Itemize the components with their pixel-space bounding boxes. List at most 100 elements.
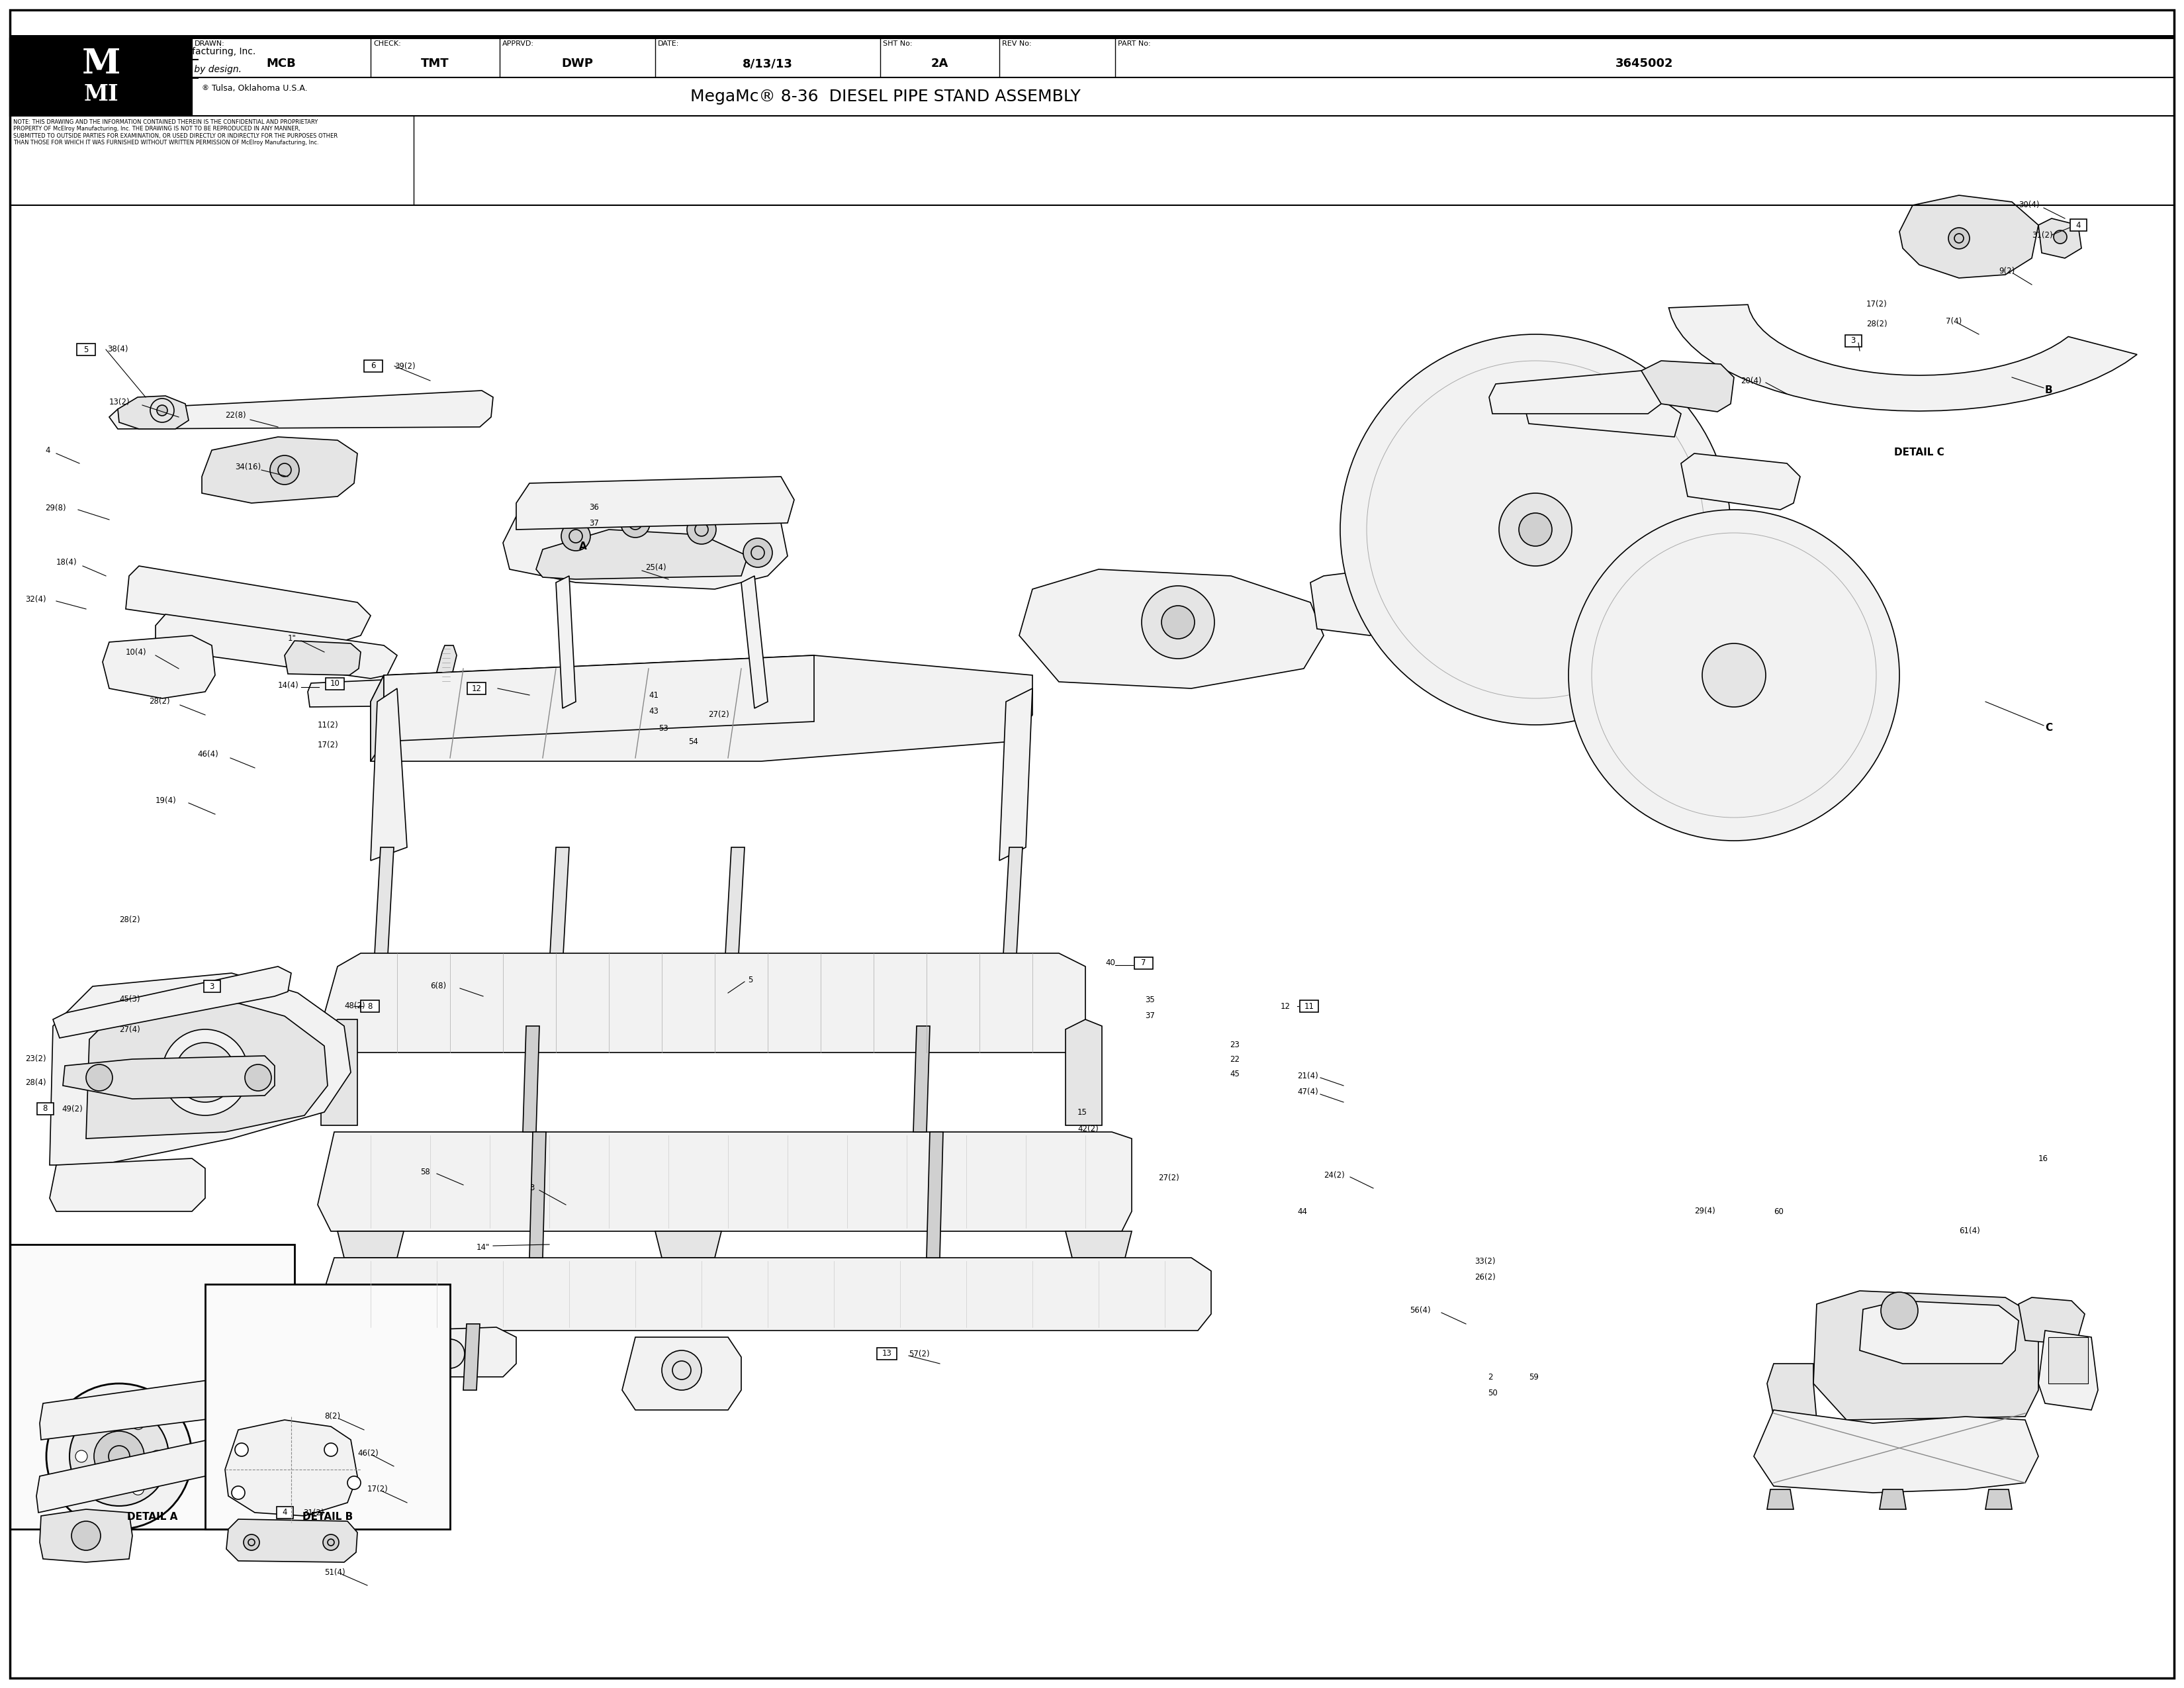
Circle shape (175, 1043, 236, 1102)
Polygon shape (155, 614, 397, 679)
Text: C: C (2044, 722, 2053, 733)
Circle shape (76, 1450, 87, 1462)
Bar (11, 39, 192, 116)
Text: REV No:: REV No: (1002, 41, 1031, 47)
Text: DETAIL B: DETAIL B (301, 1512, 354, 1523)
Polygon shape (1489, 371, 1662, 414)
Text: 37: 37 (590, 518, 598, 527)
Polygon shape (1376, 544, 1470, 603)
Text: NOTE: THIS DRAWING AND THE INFORMATION CONTAINED THEREIN IS THE CONFIDENTIAL AND: NOTE: THIS DRAWING AND THE INFORMATION C… (13, 120, 339, 145)
Circle shape (162, 1030, 249, 1116)
Text: 7: 7 (1140, 959, 1147, 967)
Text: 12: 12 (1280, 1003, 1291, 1011)
Polygon shape (1861, 1301, 2018, 1364)
Polygon shape (39, 1377, 242, 1440)
Bar (1299, 1001, 1319, 1013)
Polygon shape (52, 967, 290, 1038)
Circle shape (561, 522, 590, 550)
Polygon shape (926, 1133, 943, 1258)
Polygon shape (1310, 569, 1389, 635)
Polygon shape (557, 576, 577, 709)
Bar (11, 1244, 295, 1529)
Text: 5: 5 (83, 346, 90, 354)
Polygon shape (284, 641, 360, 675)
Polygon shape (321, 1020, 358, 1126)
Text: 53: 53 (660, 724, 668, 733)
Text: 17(2): 17(2) (1867, 300, 1887, 309)
Text: 49(2): 49(2) (61, 1104, 83, 1112)
Circle shape (46, 1384, 192, 1529)
Polygon shape (1682, 454, 1800, 510)
Circle shape (94, 1431, 144, 1482)
Text: 59: 59 (1529, 1372, 1540, 1381)
Text: 25(4): 25(4) (644, 564, 666, 572)
Bar (11, 39, 2173, 116)
Text: 45: 45 (1230, 1070, 1241, 1079)
Circle shape (1142, 586, 1214, 658)
Circle shape (151, 398, 175, 422)
Text: DATE:: DATE: (657, 41, 679, 47)
Polygon shape (1642, 361, 1734, 412)
Text: 19(4): 19(4) (155, 797, 177, 805)
Text: 11: 11 (1304, 1003, 1315, 1011)
Text: DRAWN:: DRAWN: (194, 41, 225, 47)
Text: 6(8): 6(8) (430, 982, 446, 991)
Bar (467, 682, 485, 694)
Bar (37, 1102, 52, 1114)
Circle shape (232, 1485, 245, 1499)
Text: 4: 4 (46, 446, 50, 454)
Text: 57(2): 57(2) (909, 1349, 930, 1359)
Polygon shape (422, 645, 463, 692)
Text: 20(4): 20(4) (1741, 376, 1762, 385)
Circle shape (94, 1484, 107, 1496)
Polygon shape (201, 437, 358, 503)
Text: 23(2): 23(2) (26, 1055, 46, 1063)
Circle shape (688, 515, 716, 544)
Polygon shape (913, 1026, 930, 1133)
Text: 13: 13 (882, 1349, 891, 1359)
Text: 5: 5 (747, 976, 753, 984)
Text: 41: 41 (649, 690, 660, 699)
Bar (2070, 219, 2086, 231)
Text: 15: 15 (1077, 1107, 1088, 1116)
Text: 4: 4 (2075, 221, 2081, 230)
Text: 11(2): 11(2) (317, 721, 339, 729)
Polygon shape (721, 847, 745, 1026)
Circle shape (94, 1418, 107, 1430)
Polygon shape (50, 1158, 205, 1212)
Text: 24(2): 24(2) (1324, 1171, 1345, 1180)
Polygon shape (225, 1420, 358, 1516)
Text: 18(4): 18(4) (57, 559, 76, 567)
Circle shape (190, 1058, 221, 1087)
Text: 10: 10 (330, 680, 341, 689)
Polygon shape (1000, 847, 1022, 1026)
Text: 31(2): 31(2) (2031, 231, 2053, 240)
Bar (365, 360, 382, 371)
Text: 22(8): 22(8) (225, 412, 247, 420)
Circle shape (157, 405, 168, 415)
Text: 8: 8 (367, 1003, 373, 1011)
Text: SHT No:: SHT No: (882, 41, 913, 47)
Polygon shape (1066, 1020, 1103, 1126)
Polygon shape (321, 954, 1085, 1053)
Bar (2049, 1337, 2088, 1384)
Circle shape (131, 1484, 144, 1496)
Text: 37: 37 (1144, 1011, 1155, 1021)
Polygon shape (371, 675, 384, 761)
Text: 58: 58 (419, 1168, 430, 1177)
Bar (277, 1507, 293, 1519)
Circle shape (236, 1443, 249, 1457)
Text: 3: 3 (210, 982, 214, 991)
Text: 46(2): 46(2) (358, 1448, 378, 1457)
Text: 60: 60 (1773, 1207, 1784, 1215)
Polygon shape (1767, 1489, 1793, 1509)
Circle shape (245, 1065, 271, 1090)
Polygon shape (2038, 1330, 2099, 1409)
Circle shape (1880, 1291, 1918, 1328)
Text: 29(4): 29(4) (1695, 1207, 1714, 1215)
Text: 3: 3 (1850, 336, 1856, 346)
Text: DETAIL A: DETAIL A (127, 1512, 177, 1523)
Circle shape (347, 1477, 360, 1489)
Text: 8: 8 (41, 1104, 48, 1112)
Polygon shape (371, 689, 406, 861)
